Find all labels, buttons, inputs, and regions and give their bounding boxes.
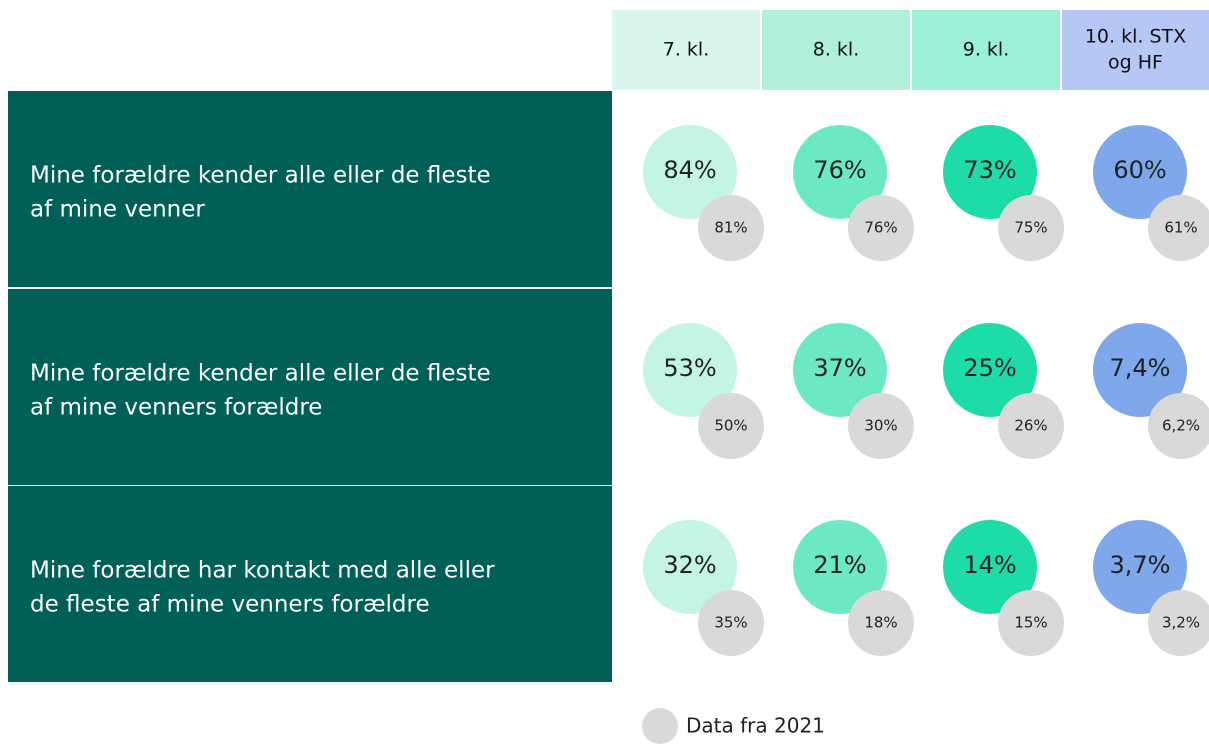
legend-label: Data fra 2021 bbox=[686, 714, 825, 738]
value: 37% bbox=[813, 354, 866, 382]
value-circle bbox=[793, 125, 887, 219]
value-2021-circle bbox=[848, 393, 914, 459]
value: 53% bbox=[663, 354, 716, 382]
value-circle bbox=[643, 125, 737, 219]
value-2021: 75% bbox=[1014, 219, 1047, 237]
value-circle bbox=[943, 323, 1037, 417]
row-label: Mine forældre har kontakt med alle eller bbox=[30, 558, 495, 584]
row-label-bg bbox=[8, 91, 612, 287]
column-header: 10. kl. STX bbox=[1085, 26, 1186, 48]
row-label-bg bbox=[8, 289, 612, 485]
value-circle bbox=[643, 520, 737, 614]
row-label: de fleste af mine venners forældre bbox=[30, 592, 430, 618]
row-label-bg bbox=[8, 486, 612, 682]
column-header-bg bbox=[612, 10, 760, 90]
column-header-bg bbox=[762, 10, 910, 90]
value-circle bbox=[643, 323, 737, 417]
column-header-bg bbox=[1062, 10, 1209, 90]
value: 25% bbox=[963, 354, 1016, 382]
column-header: 7. kl. bbox=[663, 39, 710, 61]
value-circle bbox=[793, 520, 887, 614]
row-label: af mine venner bbox=[30, 197, 205, 223]
legend-swatch bbox=[642, 708, 678, 744]
value-2021-circle bbox=[998, 393, 1064, 459]
value: 84% bbox=[663, 156, 716, 184]
value-2021: 26% bbox=[1014, 417, 1047, 435]
column-header: 8. kl. bbox=[813, 39, 860, 61]
value: 3,7% bbox=[1110, 551, 1171, 579]
value-circle bbox=[793, 323, 887, 417]
value-circle bbox=[1093, 125, 1187, 219]
value-circle bbox=[943, 125, 1037, 219]
row-label: Mine forældre kender alle eller de flest… bbox=[30, 361, 491, 387]
value-circle bbox=[943, 520, 1037, 614]
value-2021-circle bbox=[998, 195, 1064, 261]
value-2021: 18% bbox=[864, 614, 897, 632]
value-2021-circle bbox=[1148, 195, 1209, 261]
value-2021-circle bbox=[848, 195, 914, 261]
value-2021: 15% bbox=[1014, 614, 1047, 632]
value-2021-circle bbox=[998, 590, 1064, 656]
value-2021: 30% bbox=[864, 417, 897, 435]
value-2021: 81% bbox=[714, 219, 747, 237]
value: 76% bbox=[813, 156, 866, 184]
value-2021: 61% bbox=[1164, 219, 1197, 237]
value-2021: 3,2% bbox=[1162, 614, 1200, 632]
column-header-bg bbox=[912, 10, 1060, 90]
value-2021: 50% bbox=[714, 417, 747, 435]
value: 73% bbox=[963, 156, 1016, 184]
row-label: Mine forældre kender alle eller de flest… bbox=[30, 163, 491, 189]
column-header: 9. kl. bbox=[963, 39, 1010, 61]
value: 21% bbox=[813, 551, 866, 579]
value: 14% bbox=[963, 551, 1016, 579]
value: 32% bbox=[663, 551, 716, 579]
value-2021: 6,2% bbox=[1162, 417, 1200, 435]
value-2021: 76% bbox=[864, 219, 897, 237]
value: 60% bbox=[1113, 156, 1166, 184]
value: 7,4% bbox=[1110, 354, 1171, 382]
value-2021-circle bbox=[698, 195, 764, 261]
value-2021-circle bbox=[1148, 393, 1209, 459]
value-2021-circle bbox=[1148, 590, 1209, 656]
value-circle bbox=[1093, 520, 1187, 614]
value-2021-circle bbox=[698, 590, 764, 656]
value-2021-circle bbox=[698, 393, 764, 459]
row-label: af mine venners forældre bbox=[30, 395, 322, 421]
value-circle bbox=[1093, 323, 1187, 417]
value-2021: 35% bbox=[714, 614, 747, 632]
value-2021-circle bbox=[848, 590, 914, 656]
column-header: og HF bbox=[1108, 52, 1163, 74]
